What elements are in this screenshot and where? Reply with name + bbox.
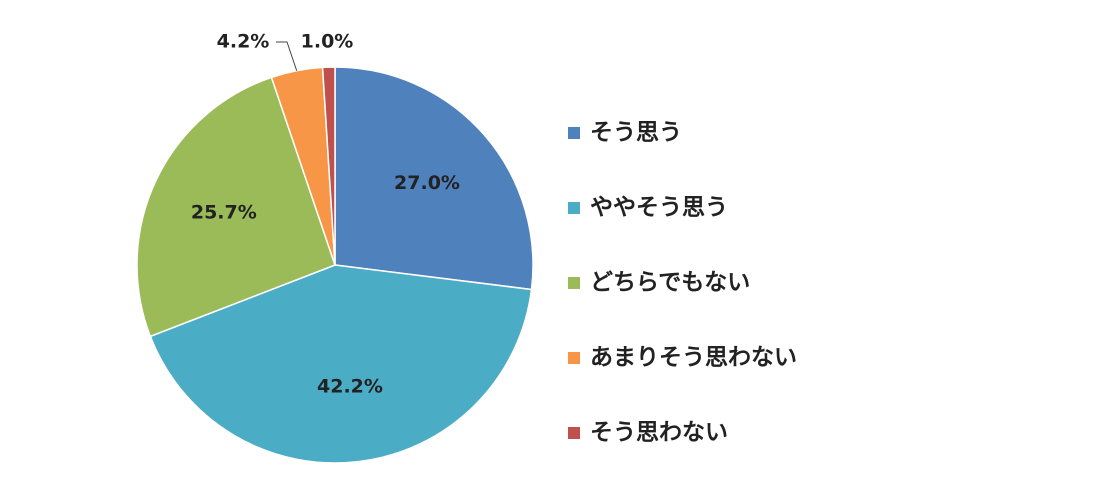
data-label: 27.0% (394, 172, 460, 194)
legend-label: そう思う (590, 120, 682, 146)
legend-label: あまりそう思わない (590, 345, 797, 371)
leader-line (276, 41, 298, 71)
data-label: 25.7% (191, 201, 257, 223)
legend-swatch (568, 352, 580, 364)
legend-swatch (568, 427, 580, 439)
pie-slice (136, 76, 336, 338)
legend-swatch (568, 277, 580, 289)
legend-label: ややそう思う (590, 195, 728, 221)
legend-swatch (568, 202, 580, 214)
legend-swatch (568, 127, 580, 139)
pie-slice (334, 66, 534, 291)
pie-slice (149, 264, 533, 464)
legend-label: そう思わない (590, 420, 728, 446)
pie-slice (321, 66, 336, 266)
data-label: 4.2% (217, 31, 270, 53)
legend-label: どちらでもない (590, 270, 750, 296)
data-label: 42.2% (317, 375, 383, 397)
data-label: 1.0% (301, 31, 354, 53)
